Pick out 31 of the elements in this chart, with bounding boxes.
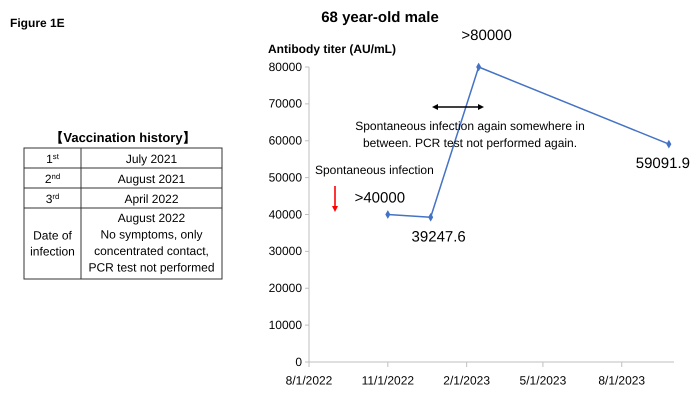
text: 2$^{nd}$ bbox=[44, 172, 60, 186]
text: 【Vaccination history】 bbox=[50, 130, 196, 145]
x-tick-label: 8/1/2022 bbox=[286, 373, 333, 388]
y-tick-label: 70000 bbox=[268, 96, 302, 111]
y-tick-label: 40000 bbox=[268, 207, 302, 222]
x-tick-label: 8/1/2023 bbox=[598, 373, 646, 388]
y-tick-label: 20000 bbox=[268, 281, 302, 296]
text: 1$^{st}$ bbox=[46, 152, 60, 166]
text: August 2022 No symptoms, only concentrated contact, PCR test not performed bbox=[88, 211, 215, 274]
data-label: 59091.9 bbox=[636, 155, 690, 172]
y-tick-label: 0 bbox=[295, 354, 302, 369]
text: 3$^{rd}$ bbox=[46, 192, 60, 206]
chart-title: 68 year-old male bbox=[321, 9, 439, 26]
text: August 2021 bbox=[118, 172, 186, 186]
y-tick-label: 10000 bbox=[268, 318, 302, 332]
text: April 2022 bbox=[124, 192, 179, 206]
annotation: Spontaneous infection bbox=[315, 163, 434, 177]
x-tick-label: 2/1/2023 bbox=[443, 373, 490, 388]
y-axis-title: Antibody titer (AU/mL) bbox=[268, 42, 396, 56]
y-tick-label: 50000 bbox=[268, 170, 302, 184]
data-label: >40000 bbox=[354, 190, 406, 206]
data-label: 39247.6 bbox=[412, 228, 466, 246]
text: Date of infection bbox=[30, 228, 75, 258]
text: July 2021 bbox=[126, 152, 178, 166]
caption: Figure 1E bbox=[10, 16, 65, 30]
data-label: >80000 bbox=[461, 27, 512, 44]
y-tick-label: 30000 bbox=[268, 244, 302, 258]
y-tick-label: 60000 bbox=[268, 134, 302, 148]
x-tick-label: 5/1/2023 bbox=[520, 373, 567, 388]
x-tick-label: 11/1/2022 bbox=[362, 373, 414, 388]
y-tick-label: 80000 bbox=[268, 60, 302, 74]
